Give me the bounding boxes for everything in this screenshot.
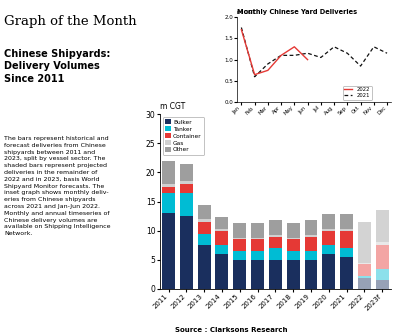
Bar [198,219,211,222]
Legend: Bulker, Tanker, Container, Gas, Other: Bulker, Tanker, Container, Gas, Other [162,117,204,155]
Bar [358,279,371,289]
Bar [322,245,335,254]
Text: Chinese Shipyards:
Delivery Volumes
Since 2011: Chinese Shipyards: Delivery Volumes Sinc… [4,49,111,84]
Text: m CGT: m CGT [237,10,256,15]
Text: Graph of the Month: Graph of the Month [4,15,136,28]
Bar [233,238,246,240]
Bar [180,181,193,184]
Bar [322,229,335,231]
Bar [162,161,175,184]
Bar [304,235,317,237]
Bar [358,276,371,279]
Bar [269,235,282,237]
Bar [215,217,228,229]
Bar [340,214,353,229]
Bar [162,187,175,193]
Bar [180,193,193,216]
Bar [215,245,228,254]
Bar [322,254,335,289]
Bar [198,222,211,234]
Bar [162,193,175,213]
Bar [233,260,246,289]
Bar [251,238,264,240]
Bar [162,184,175,187]
Bar [251,223,264,238]
Bar [322,214,335,229]
Bar [198,245,211,289]
Bar [340,231,353,248]
Bar [251,240,264,251]
Bar [287,240,300,251]
Bar [376,268,389,280]
Bar [269,248,282,260]
Bar [180,164,193,181]
Bar [180,184,193,193]
Bar [198,234,211,245]
Text: m CGT: m CGT [160,102,185,111]
Bar [358,264,371,276]
Bar [269,237,282,248]
Bar [304,260,317,289]
Bar [198,205,211,219]
Bar [215,254,228,289]
Bar [233,251,246,260]
Bar [358,263,371,264]
Bar [287,223,300,238]
Bar [215,229,228,231]
Bar [287,251,300,260]
Bar [251,260,264,289]
Bar [376,242,389,245]
Text: Source : Clarksons Research: Source : Clarksons Research [175,327,288,333]
Text: The bars represent historical and
forecast deliveries from Chinese
shipyards bet: The bars represent historical and foreca… [4,136,111,236]
Bar [376,280,389,289]
Bar [322,231,335,245]
Bar [304,251,317,260]
Bar [340,257,353,289]
Bar [340,248,353,257]
Bar [304,237,317,251]
Legend: 2022, 2021: 2022, 2021 [343,86,371,100]
Bar [287,260,300,289]
Bar [233,223,246,238]
Bar [358,222,371,263]
Bar [287,238,300,240]
Bar [233,240,246,251]
Bar [162,213,175,289]
Bar [215,231,228,245]
Text: Monthly Chinese Yard Deliveries: Monthly Chinese Yard Deliveries [237,9,358,15]
Bar [180,216,193,289]
Bar [376,210,389,242]
Bar [376,245,389,268]
Bar [269,220,282,235]
Bar [251,251,264,260]
Bar [269,260,282,289]
Bar [340,229,353,231]
Bar [304,220,317,235]
